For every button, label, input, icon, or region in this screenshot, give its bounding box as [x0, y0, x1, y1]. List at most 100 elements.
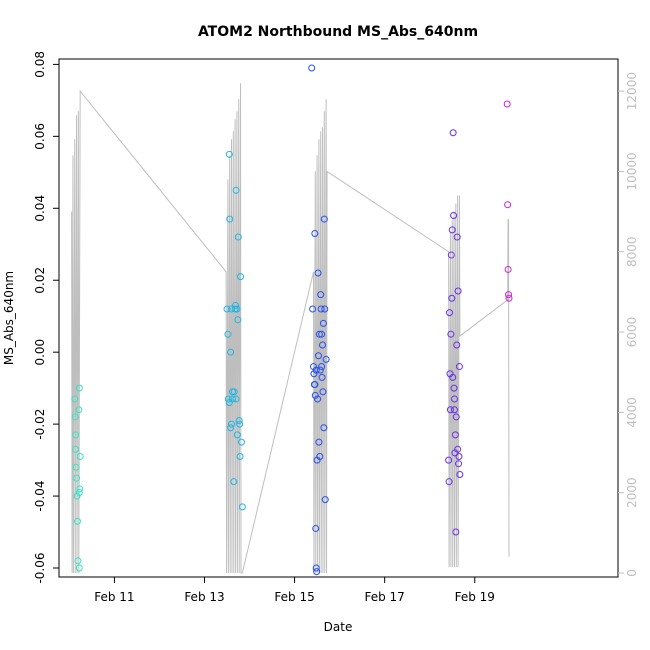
- data-point: [316, 452, 324, 460]
- data-point: [230, 388, 238, 396]
- data-point: [319, 319, 327, 327]
- data-point: [449, 373, 457, 381]
- scatter-series: [71, 64, 513, 576]
- data-point: [448, 294, 456, 302]
- data-point: [446, 309, 454, 317]
- data-point: [238, 503, 246, 511]
- data-point: [318, 373, 326, 381]
- data-point: [319, 388, 327, 396]
- data-point: [225, 150, 233, 158]
- data-point: [235, 417, 243, 425]
- data-point: [75, 564, 83, 572]
- data-point: [505, 291, 513, 299]
- data-point: [313, 568, 321, 576]
- y-tick-label: -0.02: [33, 409, 47, 440]
- data-point: [226, 215, 234, 223]
- x-tick-label: Feb 11: [94, 590, 134, 604]
- data-point: [450, 211, 458, 219]
- data-point: [311, 229, 319, 237]
- y2-tick-label: 6000: [625, 317, 639, 348]
- chart-title: ATOM2 Northbound MS_Abs_640nm: [198, 24, 478, 40]
- y2-tick-label: 2000: [625, 477, 639, 508]
- data-point: [447, 251, 455, 259]
- data-point: [450, 406, 458, 414]
- data-point: [445, 478, 453, 486]
- data-point: [310, 370, 318, 378]
- data-point: [450, 395, 458, 403]
- data-point: [318, 363, 326, 371]
- data-point: [312, 524, 320, 532]
- data-point: [447, 330, 455, 338]
- data-point: [72, 431, 80, 439]
- data-point: [75, 384, 83, 392]
- data-point: [75, 406, 83, 414]
- data-point: [448, 226, 456, 234]
- data-point: [315, 438, 323, 446]
- data-point: [315, 330, 323, 338]
- y-axis-label: MS_Abs_640nm: [2, 271, 16, 365]
- data-point: [74, 557, 82, 565]
- data-point: [503, 100, 511, 108]
- data-point: [233, 305, 241, 313]
- data-point: [316, 366, 324, 374]
- data-point: [234, 233, 242, 241]
- data-point: [76, 452, 84, 460]
- y2-tick-label: 8000: [625, 236, 639, 267]
- x-axis-label: Date: [324, 620, 353, 634]
- y-tick-label: 0.04: [33, 195, 47, 222]
- data-point: [453, 341, 461, 349]
- data-point: [453, 233, 461, 241]
- data-point: [224, 330, 232, 338]
- data-point: [455, 363, 463, 371]
- data-point: [75, 488, 83, 496]
- data-point: [455, 460, 463, 468]
- y-tick-label: 0.08: [33, 51, 47, 78]
- data-point: [234, 316, 242, 324]
- y-tick-label: 0.00: [33, 339, 47, 366]
- x-tick-label: Feb 19: [455, 590, 495, 604]
- data-point: [322, 355, 330, 363]
- data-point: [228, 305, 236, 313]
- data-point: [227, 348, 235, 356]
- data-point: [311, 391, 319, 399]
- data-point: [314, 352, 322, 360]
- data-point: [224, 395, 232, 403]
- data-point: [449, 129, 457, 137]
- data-point: [72, 463, 80, 471]
- data-point: [456, 470, 464, 478]
- data-point: [230, 478, 238, 486]
- data-point: [450, 384, 458, 392]
- data-point: [76, 485, 84, 493]
- data-point: [237, 438, 245, 446]
- data-point: [311, 381, 319, 389]
- data-point: [505, 294, 513, 302]
- data-point: [320, 424, 328, 432]
- data-point: [504, 201, 512, 209]
- data-point: [308, 64, 316, 72]
- data-point: [318, 330, 326, 338]
- y-tick-label: -0.06: [33, 552, 47, 583]
- data-point: [320, 215, 328, 223]
- altitude-series: [71, 83, 510, 574]
- y2-tick-label: 0: [625, 569, 639, 577]
- data-point: [451, 431, 459, 439]
- data-point: [233, 431, 241, 439]
- data-point: [73, 517, 81, 525]
- x-tick-label: Feb 15: [274, 590, 314, 604]
- data-point: [236, 452, 244, 460]
- data-point: [232, 301, 240, 309]
- data-point: [231, 305, 239, 313]
- data-point: [71, 413, 79, 421]
- data-point: [317, 291, 325, 299]
- data-point: [504, 265, 512, 273]
- data-point: [228, 420, 236, 428]
- data-point: [321, 305, 329, 313]
- y-tick-label: 0.06: [33, 123, 47, 150]
- plot-frame: [58, 58, 619, 578]
- x-tick-label: Feb 13: [184, 590, 224, 604]
- data-point: [236, 420, 244, 428]
- data-point: [227, 424, 235, 432]
- data-point: [454, 445, 462, 453]
- data-point: [71, 395, 79, 403]
